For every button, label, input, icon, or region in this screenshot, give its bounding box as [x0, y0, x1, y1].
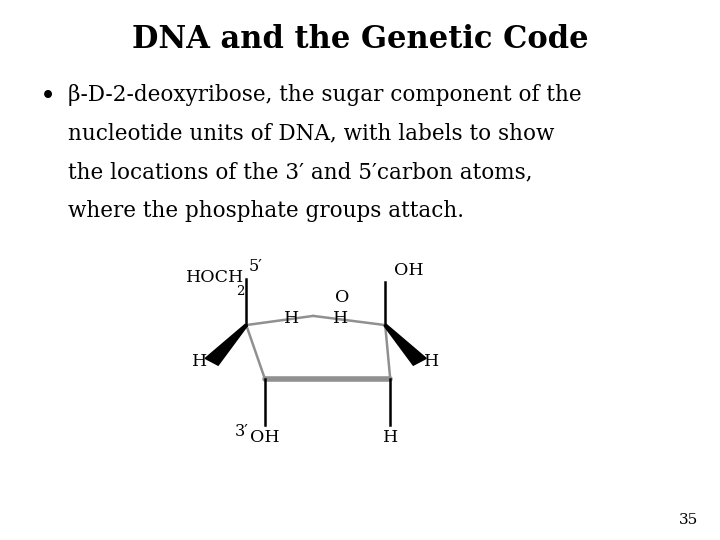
Text: H: H [284, 310, 299, 327]
Text: β-D-2-deoxyribose, the sugar component of the: β-D-2-deoxyribose, the sugar component o… [68, 84, 582, 106]
Text: OH: OH [394, 262, 423, 279]
Text: •: • [40, 84, 55, 111]
Text: H: H [192, 353, 207, 370]
Text: OH: OH [250, 429, 280, 446]
Polygon shape [384, 325, 426, 365]
Text: DNA and the Genetic Code: DNA and the Genetic Code [132, 24, 588, 55]
Text: O: O [335, 289, 349, 306]
Text: nucleotide units of DNA, with labels to show: nucleotide units of DNA, with labels to … [68, 123, 555, 145]
Text: 35: 35 [679, 512, 698, 526]
Text: H: H [424, 353, 439, 370]
Text: the locations of the 3′ and 5′carbon atoms,: the locations of the 3′ and 5′carbon ato… [68, 161, 533, 184]
Text: HOCH: HOCH [186, 269, 244, 286]
Text: 5′: 5′ [248, 258, 262, 275]
Text: 3′: 3′ [235, 423, 249, 440]
Text: H: H [382, 429, 398, 446]
Text: H: H [333, 310, 348, 327]
Text: where the phosphate groups attach.: where the phosphate groups attach. [68, 200, 464, 222]
Polygon shape [205, 325, 248, 365]
Text: 2: 2 [235, 285, 244, 298]
